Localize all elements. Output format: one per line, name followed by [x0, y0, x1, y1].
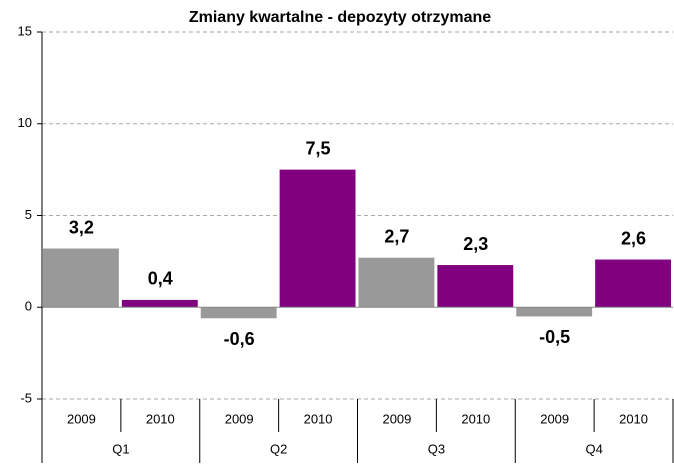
x-sub-label: 2010: [619, 411, 648, 426]
bar: [358, 257, 435, 308]
value-label: 7,5: [306, 138, 331, 158]
y-tick-label: 15: [18, 23, 32, 38]
bar: [200, 307, 277, 319]
x-sub-label: 2010: [461, 411, 490, 426]
x-sub-label: 2009: [540, 411, 569, 426]
x-sub-label: 2010: [304, 411, 333, 426]
y-tick-label: 10: [18, 115, 32, 130]
y-tick-label: 0: [25, 299, 32, 314]
bar: [595, 259, 671, 308]
chart-title: Zmiany kwartalne - depozyty otrzymane: [189, 9, 491, 26]
value-label: 2,3: [463, 234, 488, 254]
x-sub-label: 2009: [67, 411, 96, 426]
x-tick-label: Q2: [270, 441, 287, 456]
x-tick-label: Q4: [585, 441, 602, 456]
x-tick-label: Q3: [428, 441, 445, 456]
value-label: -0,6: [224, 329, 255, 349]
bar: [516, 307, 593, 317]
value-label: 2,7: [384, 226, 409, 246]
y-tick-label: 5: [25, 207, 32, 222]
x-sub-label: 2010: [146, 411, 175, 426]
x-sub-label: 2009: [382, 411, 411, 426]
x-tick-label: Q1: [112, 441, 129, 456]
x-sub-label: 2009: [225, 411, 254, 426]
bar: [121, 299, 198, 308]
bar: [279, 169, 356, 308]
bar: [437, 265, 514, 308]
value-label: 3,2: [69, 217, 94, 237]
value-label: 2,6: [621, 228, 646, 248]
bar: [43, 248, 119, 308]
y-tick-label: -5: [20, 390, 32, 405]
value-label: 0,4: [148, 269, 173, 289]
value-label: -0,5: [539, 327, 570, 347]
